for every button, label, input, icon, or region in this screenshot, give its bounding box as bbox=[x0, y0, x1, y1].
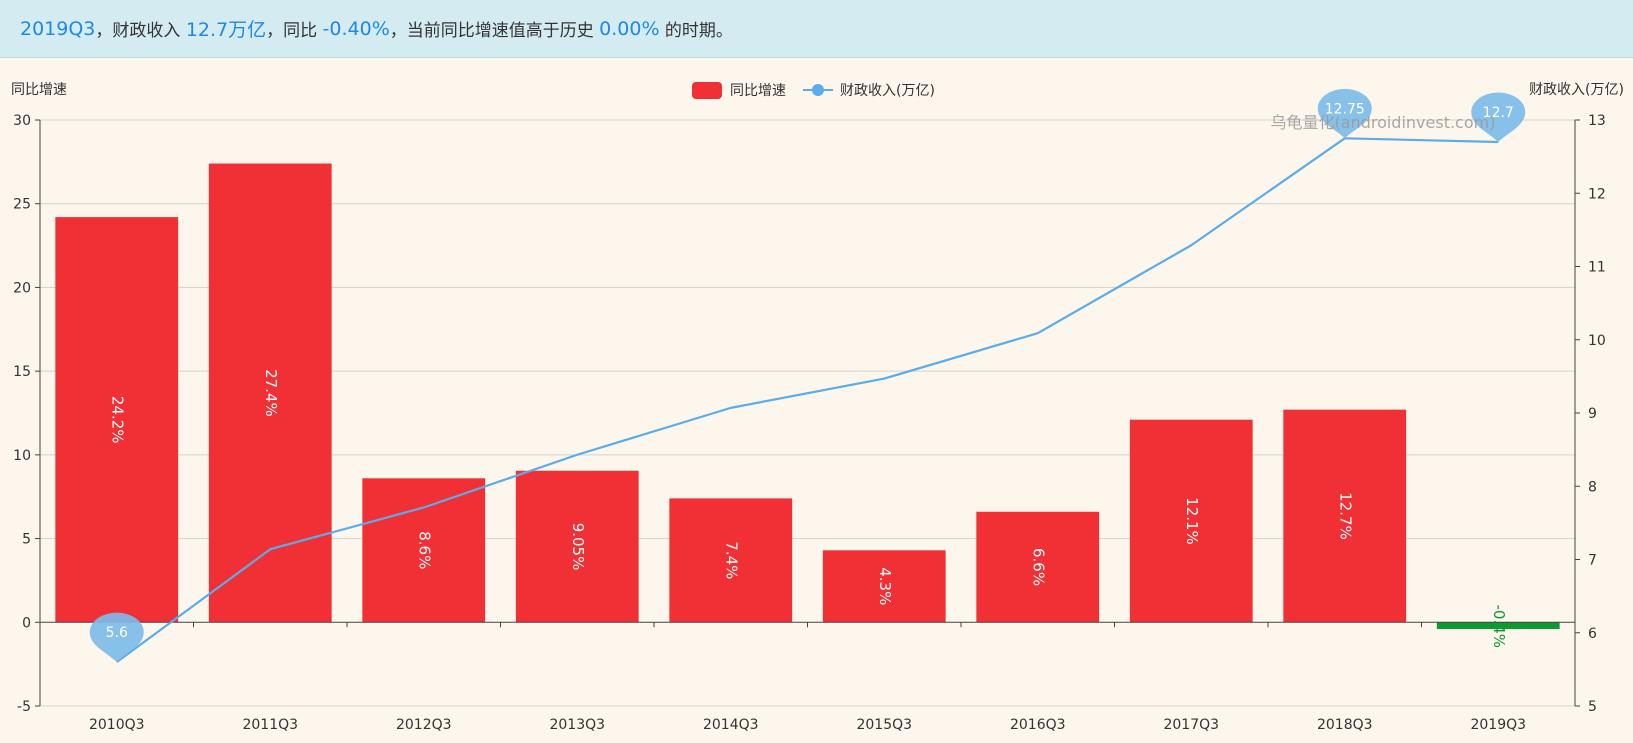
x-tick-label: 2014Q3 bbox=[703, 717, 759, 733]
y-right-tick-label: 10 bbox=[1588, 333, 1606, 349]
y-right-tick-label: 9 bbox=[1588, 406, 1597, 422]
value-marker-label: 5.6 bbox=[106, 625, 128, 641]
banner-history-suffix: 的时期。 bbox=[659, 21, 733, 41]
banner-revenue-label: 财政收入 bbox=[112, 21, 186, 41]
bar[interactable] bbox=[362, 478, 486, 623]
value-marker-label: 12.7 bbox=[1483, 105, 1514, 121]
value-markers: 5.6 12.75 12.7 bbox=[89, 88, 1526, 663]
legend-item-bar[interactable]: 同比增速 bbox=[692, 82, 786, 99]
bar-value-label: -0.4% bbox=[1490, 605, 1508, 649]
y-left-tick-label: 30 bbox=[13, 113, 31, 129]
y-right-tick-label: 5 bbox=[1588, 699, 1597, 715]
bar[interactable] bbox=[976, 511, 1100, 623]
banner-history-value: 0.00% bbox=[599, 17, 660, 40]
legend: 同比增速 财政收入(万亿) bbox=[692, 82, 935, 99]
combo-chart: -5 0 5 10 15 20 25 30 5 6 7 8 9 10 11 12 13 2010Q3 2011Q3 2… bbox=[11, 82, 1624, 733]
bar[interactable] bbox=[1129, 419, 1253, 623]
banner-revenue-value: 12.7万亿 bbox=[185, 19, 267, 41]
value-marker-pin[interactable] bbox=[1317, 88, 1372, 139]
legend-line-label: 财政收入(万亿) bbox=[840, 83, 935, 99]
y-right-tick-label: 7 bbox=[1588, 553, 1597, 569]
banner-period: 2019Q3 bbox=[20, 17, 96, 40]
data-labels: 24.2% 27.4% 8.6% 9.05% 7.4% 4.3% 6.6% 12.1% 12.7… bbox=[108, 369, 1508, 648]
y-right-tick-label: 13 bbox=[1588, 113, 1606, 129]
bar-value-label: 7.4% bbox=[722, 541, 740, 579]
y-left-tick-label: -5 bbox=[17, 699, 31, 715]
x-tick-label: 2011Q3 bbox=[242, 717, 298, 733]
legend-item-line[interactable]: 财政收入(万亿) bbox=[803, 83, 935, 99]
x-tick-label: 2015Q3 bbox=[856, 717, 912, 733]
value-marker-pin[interactable] bbox=[1471, 92, 1526, 142]
y-right-tick-label: 6 bbox=[1588, 626, 1597, 642]
bar-value-label: 8.6% bbox=[415, 531, 433, 569]
y-axis-right-title: 财政收入(万亿) bbox=[1529, 82, 1624, 98]
value-marker-label: 12.75 bbox=[1325, 101, 1365, 117]
x-tick-label: 2018Q3 bbox=[1317, 717, 1373, 733]
y-right-tick-label: 11 bbox=[1588, 260, 1606, 276]
bar-value-label: 4.3% bbox=[876, 567, 894, 605]
x-tick-label: 2019Q3 bbox=[1470, 717, 1526, 733]
line-series bbox=[116, 137, 1499, 663]
bar-value-label: 24.2% bbox=[108, 396, 126, 444]
banner-separator: ， bbox=[389, 21, 407, 41]
x-tick-label: 2017Q3 bbox=[1163, 717, 1219, 733]
bar[interactable] bbox=[208, 163, 332, 623]
y-left-tick-label: 25 bbox=[13, 197, 31, 213]
watermark: 乌龟量化(androidinvest.com) bbox=[1271, 113, 1496, 132]
value-marker-pin[interactable] bbox=[89, 612, 144, 663]
bar[interactable] bbox=[1283, 409, 1407, 623]
y-right-tick-label: 8 bbox=[1588, 479, 1597, 495]
bar[interactable] bbox=[822, 550, 946, 623]
banner-separator: ， bbox=[266, 21, 284, 41]
x-tick-label: 2016Q3 bbox=[1010, 717, 1066, 733]
y-left-tick-label: 0 bbox=[22, 615, 31, 631]
bar-value-label: 27.4% bbox=[262, 369, 280, 417]
y-left-tick-label: 15 bbox=[13, 364, 31, 380]
y-left-tick-label: 20 bbox=[13, 280, 31, 296]
bar[interactable] bbox=[55, 217, 179, 623]
bar-series bbox=[55, 163, 1560, 629]
bar[interactable] bbox=[1436, 622, 1560, 629]
y-right-tick-label: 12 bbox=[1588, 186, 1606, 202]
x-tick-label: 2013Q3 bbox=[549, 717, 605, 733]
legend-bar-label: 同比增速 bbox=[730, 83, 786, 99]
legend-line-dot bbox=[812, 84, 824, 96]
bar[interactable] bbox=[669, 498, 793, 623]
banner-yoy-label: 同比 bbox=[283, 21, 323, 41]
banner-separator: ， bbox=[95, 21, 113, 41]
bar[interactable] bbox=[515, 470, 639, 623]
banner-yoy-value: -0.40% bbox=[322, 17, 390, 40]
bar-value-label: 9.05% bbox=[569, 523, 587, 571]
bar-value-label: 12.7% bbox=[1336, 492, 1354, 540]
x-tick-label: 2012Q3 bbox=[396, 717, 452, 733]
revenue-line[interactable] bbox=[116, 137, 1499, 663]
y-left-tick-label: 5 bbox=[22, 532, 31, 548]
y-axis-left-title: 同比增速 bbox=[11, 82, 67, 98]
summary-banner: 2019Q3 ， 财政收入 12.7万亿 ， 同比 -0.40% ， 当前同比增… bbox=[0, 0, 1633, 58]
x-tick-label: 2010Q3 bbox=[89, 717, 145, 733]
axes: -5 0 5 10 15 20 25 30 5 6 7 8 9 10 11 12 13 2010Q3 2011Q3 2… bbox=[13, 113, 1606, 733]
y-left-tick-label: 10 bbox=[13, 448, 31, 464]
bar-value-label: 6.6% bbox=[1029, 548, 1047, 586]
banner-history-label: 当前同比增速值高于历史 bbox=[406, 21, 600, 41]
legend-bar-swatch bbox=[692, 82, 722, 99]
bar-value-label: 12.1% bbox=[1183, 497, 1201, 545]
